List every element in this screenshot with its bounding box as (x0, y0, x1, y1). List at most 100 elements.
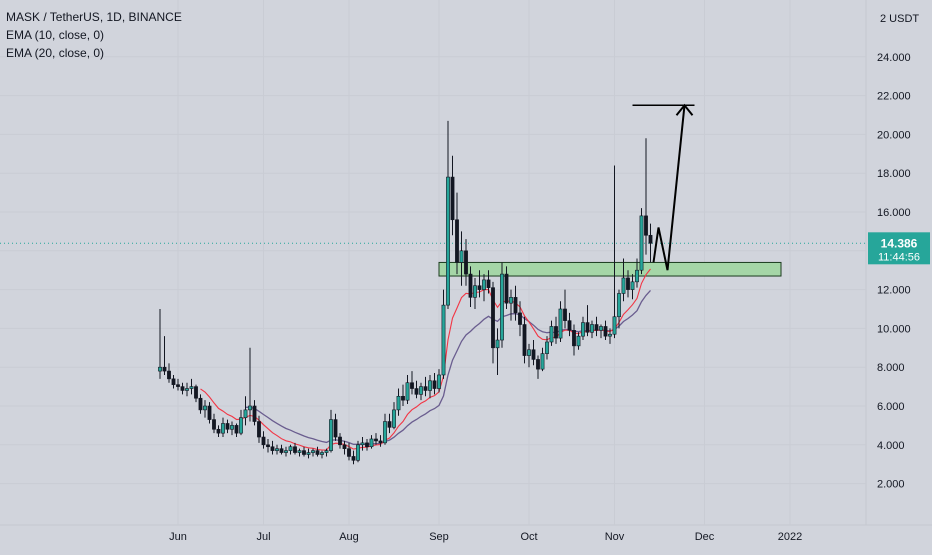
candle-body (450, 176, 455, 221)
candle-body (626, 277, 630, 290)
candle-body (212, 419, 216, 430)
candle-body (549, 326, 554, 343)
candle-body (635, 269, 639, 283)
candle-body (288, 446, 293, 451)
candle-body (275, 448, 279, 451)
candle-body (248, 405, 252, 411)
candle-body (432, 380, 437, 389)
last-price-badge (868, 232, 930, 265)
candle-body (392, 409, 396, 428)
candle-body (230, 425, 234, 430)
candle-body (351, 456, 356, 461)
candle-body (617, 293, 621, 318)
candle-body (302, 450, 306, 455)
candle-body (306, 452, 311, 455)
candle-body (621, 277, 626, 294)
legend-ema20[interactable]: EMA (20, close, 0) (6, 46, 105, 60)
candle-body (369, 438, 374, 448)
candle-body (221, 423, 225, 434)
time-tick-label: Nov (605, 531, 625, 543)
candle-body (360, 442, 365, 446)
time-tick-label: 2022 (778, 531, 802, 543)
candle-body (176, 384, 180, 387)
candle-body (563, 308, 567, 321)
candle-body (374, 438, 378, 442)
candle-body (540, 353, 545, 370)
candle-body (608, 333, 612, 337)
candle-body (612, 316, 617, 335)
candle-body (198, 397, 203, 411)
candle-body (531, 349, 536, 360)
candle-body (455, 219, 459, 263)
candle-body (594, 324, 599, 331)
price-tick-label: 8.000 (877, 362, 905, 374)
candle-body (261, 436, 266, 446)
candle-body (572, 330, 576, 347)
legend-ema10[interactable]: EMA (10, close, 0) (6, 28, 105, 42)
candle-body (414, 388, 419, 395)
legend-title[interactable]: MASK / TetherUS, 1D, BINANCE (6, 10, 182, 24)
candle-body (576, 335, 581, 347)
candle-body (266, 444, 270, 448)
candle-body (639, 215, 644, 271)
candle-body (585, 322, 590, 333)
time-tick-label: Jul (256, 531, 270, 543)
candle-body (297, 450, 302, 453)
candle-body (405, 382, 410, 401)
candle-body (545, 341, 549, 354)
price-tick-label: 16.000 (877, 207, 911, 219)
time-tick-label: Jun (169, 531, 187, 543)
candle-body (194, 386, 198, 399)
candle-body (554, 326, 558, 339)
candle-body (509, 297, 513, 304)
candle-body (419, 386, 423, 395)
candle-body (500, 273, 504, 341)
candle-body (387, 421, 392, 428)
price-tick-label: 4.000 (877, 440, 905, 452)
price-tick-label: 18.000 (877, 168, 911, 180)
candle-body (486, 279, 491, 288)
candle-body (293, 446, 297, 453)
candle-body (225, 423, 230, 430)
candle-body (495, 339, 500, 349)
candle-body (428, 380, 432, 391)
candle-body (158, 366, 162, 372)
candle-body (257, 421, 261, 438)
candle-body (252, 405, 257, 422)
candle-body (437, 374, 441, 389)
time-tick-label: Oct (520, 531, 537, 543)
price-tick-label: 12.000 (877, 285, 911, 297)
candle-body (401, 395, 405, 401)
candle-body (464, 250, 468, 275)
support-zone (438, 261, 782, 277)
candle-body (320, 452, 324, 455)
bar-countdown: 11:44:56 (878, 251, 920, 263)
candle-body (279, 448, 284, 453)
candle-body (311, 450, 315, 453)
price-tick-label: 24.000 (877, 52, 911, 64)
candle-body (216, 428, 221, 434)
time-tick-label: Aug (339, 531, 359, 543)
candle-body (162, 366, 167, 372)
candle-body (329, 419, 333, 451)
time-tick-label: Sep (429, 531, 449, 543)
candle-body (284, 450, 288, 453)
candle-body (590, 324, 594, 333)
candle-body (356, 444, 360, 461)
candle-body (342, 444, 347, 449)
candle-body (167, 370, 171, 380)
candle-body (383, 421, 387, 444)
candle-body (518, 312, 522, 325)
last-price-value: 14.386 (881, 236, 918, 250)
candle-body (441, 304, 446, 376)
candle-body (468, 273, 473, 298)
candle-body (234, 425, 239, 434)
candle-body (599, 326, 603, 331)
candle-body (473, 285, 477, 298)
candle-body (477, 285, 482, 290)
candle-body (644, 215, 648, 236)
candle-body (630, 281, 635, 290)
price-tick-label: 22.000 (877, 91, 911, 103)
